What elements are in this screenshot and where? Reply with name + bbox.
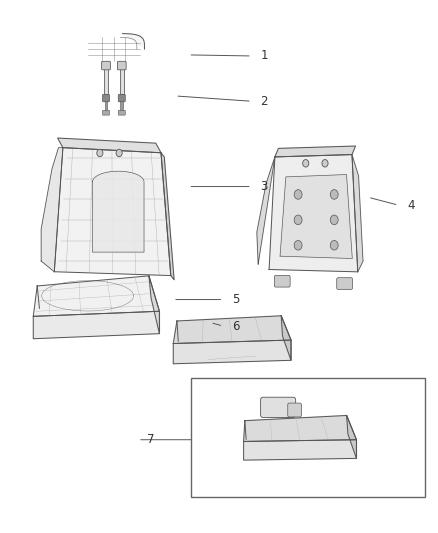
FancyBboxPatch shape: [118, 110, 125, 115]
Polygon shape: [352, 155, 363, 272]
Polygon shape: [244, 440, 357, 460]
Circle shape: [322, 159, 328, 167]
FancyBboxPatch shape: [261, 397, 296, 417]
Polygon shape: [173, 316, 291, 344]
Polygon shape: [33, 276, 159, 317]
Text: 4: 4: [407, 199, 415, 212]
Bar: [120, 64, 124, 94]
Polygon shape: [244, 416, 357, 441]
Text: 2: 2: [261, 95, 268, 108]
Polygon shape: [92, 171, 144, 252]
Text: 6: 6: [232, 320, 240, 333]
Polygon shape: [346, 416, 357, 458]
Circle shape: [330, 240, 338, 250]
Text: 1: 1: [261, 50, 268, 62]
Circle shape: [294, 215, 302, 225]
Polygon shape: [281, 316, 291, 360]
Polygon shape: [41, 148, 63, 272]
Circle shape: [97, 149, 103, 157]
Polygon shape: [54, 148, 171, 276]
Text: 3: 3: [261, 180, 268, 193]
Polygon shape: [269, 155, 358, 272]
Polygon shape: [275, 146, 356, 157]
Polygon shape: [257, 157, 275, 264]
FancyBboxPatch shape: [102, 110, 110, 115]
Bar: [104, 64, 108, 94]
Circle shape: [294, 190, 302, 199]
Polygon shape: [33, 311, 159, 339]
Circle shape: [303, 159, 309, 167]
FancyBboxPatch shape: [117, 61, 126, 70]
FancyBboxPatch shape: [102, 94, 110, 102]
Text: 5: 5: [232, 293, 240, 306]
Bar: [191, 378, 425, 497]
FancyBboxPatch shape: [288, 403, 301, 417]
Circle shape: [116, 149, 122, 157]
Bar: [105, 101, 107, 111]
Circle shape: [294, 240, 302, 250]
Circle shape: [330, 215, 338, 225]
Bar: [120, 101, 123, 111]
FancyBboxPatch shape: [337, 278, 353, 289]
FancyBboxPatch shape: [118, 94, 125, 102]
Circle shape: [330, 190, 338, 199]
FancyBboxPatch shape: [102, 61, 110, 70]
Text: 7: 7: [147, 433, 154, 446]
Polygon shape: [161, 153, 174, 280]
Polygon shape: [280, 175, 352, 259]
Polygon shape: [149, 276, 159, 334]
FancyBboxPatch shape: [274, 276, 290, 287]
Polygon shape: [173, 340, 291, 364]
Polygon shape: [58, 138, 161, 153]
